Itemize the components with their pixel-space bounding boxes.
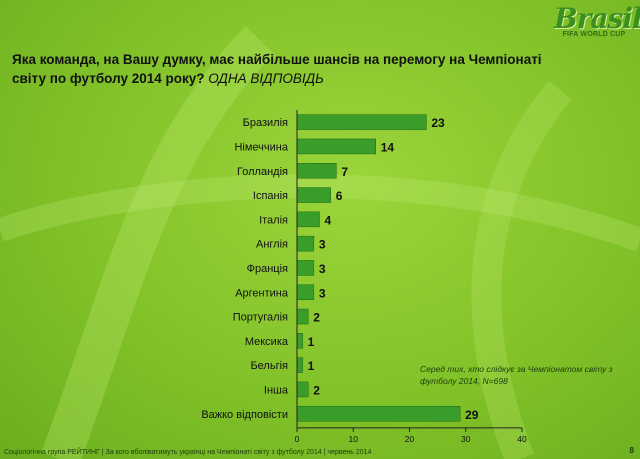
logo-wordmark: Brasil	[554, 2, 640, 35]
bar	[296, 114, 427, 130]
value-label: 7	[341, 165, 348, 179]
x-tick-label: 10	[349, 434, 359, 444]
value-label: 4	[325, 213, 332, 227]
bar	[296, 138, 376, 155]
value-label: 2	[313, 383, 320, 397]
category-label: Мексика	[245, 336, 289, 348]
category-label: Бразилія	[243, 117, 288, 129]
value-label: 3	[319, 286, 326, 300]
value-label: 1	[308, 359, 315, 373]
bar	[296, 284, 315, 300]
question-text: Яка команда, на Вашу думку, має найбільш…	[12, 52, 542, 86]
category-label: Англія	[256, 239, 288, 251]
value-label: 3	[319, 238, 326, 252]
x-tick-label: 20	[405, 434, 415, 444]
value-label: 23	[431, 116, 445, 130]
bar	[296, 333, 303, 349]
category-label: Італія	[259, 214, 288, 226]
bar	[296, 357, 303, 373]
category-label: Франція	[247, 263, 288, 275]
bar	[296, 381, 309, 398]
category-label: Інша	[264, 384, 289, 396]
category-label: Португалія	[233, 312, 288, 324]
category-label: Бельгія	[250, 360, 288, 372]
category-label: Важко відповісти	[201, 409, 288, 421]
category-label: Голландія	[237, 166, 288, 178]
x-tick-label: 40	[517, 434, 527, 444]
category-label: Німеччина	[234, 141, 288, 153]
footer-source: Соціологічна група РЕЙТИНГ | За кого вбо…	[4, 449, 372, 456]
value-label: 2	[313, 311, 320, 325]
x-tick-label: 0	[295, 434, 300, 444]
sample-note: Серед тих, хто слідкує за Чемпіонатом св…	[420, 364, 613, 386]
category-label: Аргентина	[235, 287, 289, 299]
logo-subtitle: FIFA WORLD CUP	[562, 31, 626, 38]
page-number: 8	[629, 446, 634, 455]
x-tick-label: 30	[461, 434, 471, 444]
value-label: 29	[465, 408, 479, 422]
value-label: 3	[319, 262, 326, 276]
bar	[296, 187, 331, 203]
question-heading: Яка команда, на Вашу думку, має найбільш…	[12, 50, 552, 88]
bar	[296, 235, 315, 252]
value-label: 1	[308, 335, 315, 349]
bar	[296, 163, 337, 179]
bar	[296, 308, 309, 325]
brasil-logo: Brasil FIFA WORLD CUP	[554, 2, 640, 39]
value-label: 14	[381, 140, 395, 154]
value-label: 6	[336, 189, 343, 203]
category-label: Іспанія	[253, 190, 288, 202]
bar	[296, 211, 320, 228]
bar	[296, 406, 461, 422]
bar	[296, 260, 315, 276]
response-type: ОДНА ВІДПОВІДЬ	[208, 71, 324, 86]
